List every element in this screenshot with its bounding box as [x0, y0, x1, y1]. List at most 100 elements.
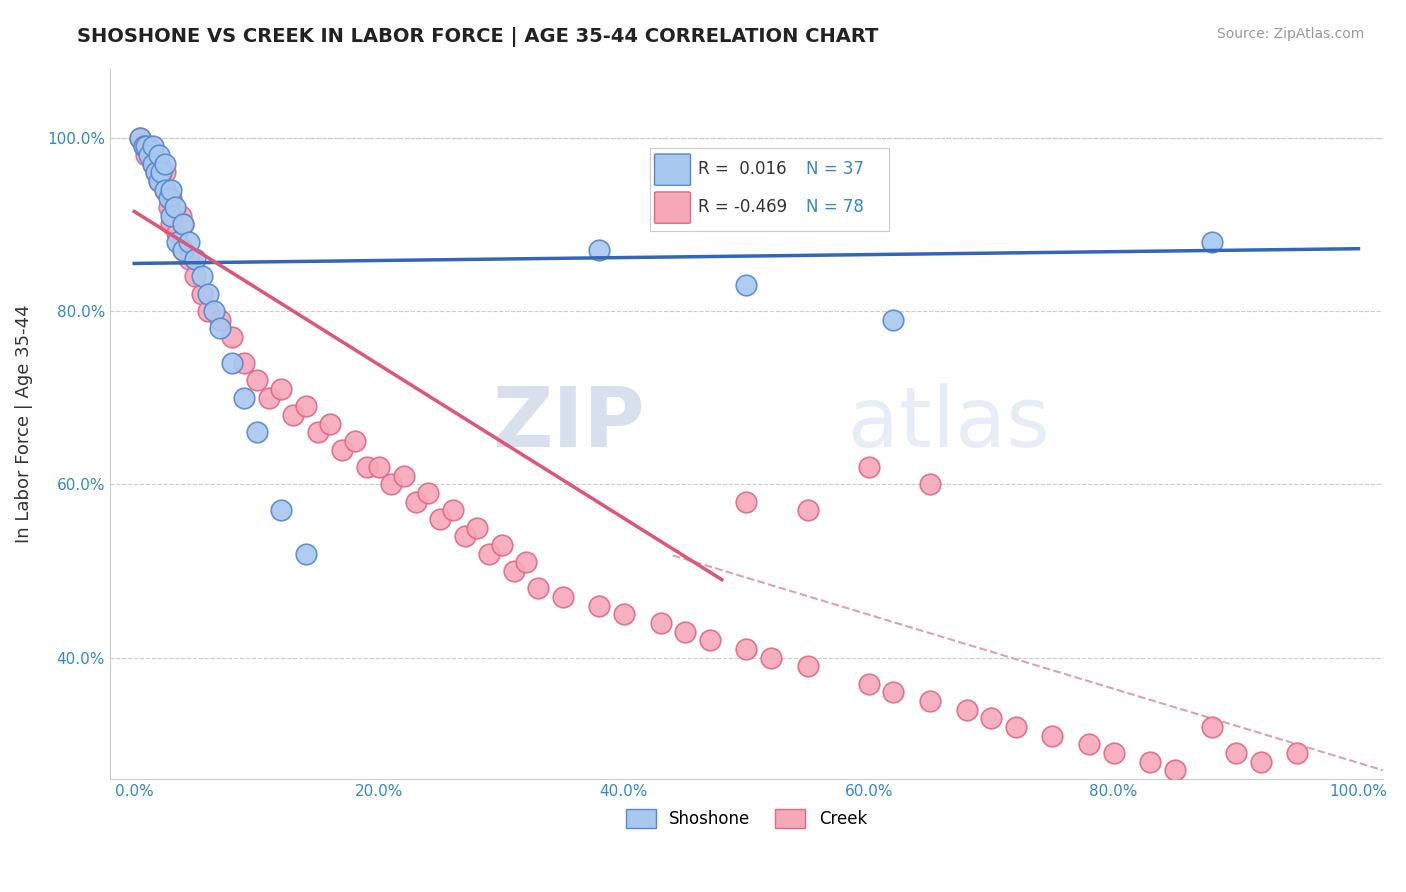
- Text: N = 78: N = 78: [806, 198, 863, 216]
- Point: [673, 624, 696, 639]
- FancyBboxPatch shape: [655, 192, 690, 223]
- Point: [405, 494, 427, 508]
- Point: [796, 659, 818, 673]
- Point: [233, 391, 256, 405]
- Point: [160, 209, 183, 223]
- Text: SHOSHONE VS CREEK IN LABOR FORCE | AGE 35-44 CORRELATION CHART: SHOSHONE VS CREEK IN LABOR FORCE | AGE 3…: [77, 27, 879, 46]
- Point: [380, 477, 402, 491]
- Point: [246, 373, 269, 387]
- Point: [150, 174, 173, 188]
- Point: [319, 417, 342, 431]
- Point: [129, 131, 152, 145]
- Text: N = 37: N = 37: [806, 161, 863, 178]
- Point: [221, 330, 243, 344]
- Point: [613, 607, 636, 622]
- Point: [160, 192, 183, 206]
- Point: [1225, 746, 1247, 760]
- Point: [294, 547, 316, 561]
- Point: [307, 425, 329, 440]
- Point: [478, 547, 501, 561]
- Point: [142, 157, 165, 171]
- Point: [148, 174, 170, 188]
- Point: [270, 382, 292, 396]
- Point: [184, 269, 207, 284]
- Point: [190, 286, 212, 301]
- Point: [172, 244, 194, 258]
- Point: [1164, 764, 1187, 778]
- Point: [172, 244, 194, 258]
- Point: [858, 676, 880, 690]
- Text: ZIP: ZIP: [492, 384, 644, 464]
- Text: Source: ZipAtlas.com: Source: ZipAtlas.com: [1216, 27, 1364, 41]
- Point: [132, 139, 155, 153]
- Point: [882, 312, 904, 326]
- Point: [956, 703, 979, 717]
- Point: [135, 148, 157, 162]
- Point: [172, 218, 194, 232]
- Point: [735, 278, 758, 293]
- Point: [197, 304, 219, 318]
- Point: [735, 642, 758, 657]
- Point: [138, 139, 160, 153]
- Point: [142, 148, 165, 162]
- Point: [145, 165, 167, 179]
- Point: [1078, 737, 1101, 751]
- Point: [588, 244, 610, 258]
- Point: [153, 183, 176, 197]
- Point: [1102, 746, 1125, 760]
- Point: [416, 486, 439, 500]
- Point: [166, 235, 188, 249]
- Point: [160, 218, 183, 232]
- Point: [283, 408, 305, 422]
- Point: [527, 582, 550, 596]
- Text: R =  0.016: R = 0.016: [697, 161, 786, 178]
- Point: [491, 538, 513, 552]
- Point: [153, 183, 176, 197]
- Point: [138, 148, 160, 162]
- Text: atlas: atlas: [848, 384, 1050, 464]
- Point: [796, 503, 818, 517]
- Point: [202, 304, 225, 318]
- Point: [142, 139, 165, 153]
- Point: [179, 252, 201, 266]
- Y-axis label: In Labor Force | Age 35-44: In Labor Force | Age 35-44: [15, 304, 32, 543]
- Point: [454, 529, 477, 543]
- Point: [429, 512, 451, 526]
- Point: [759, 650, 782, 665]
- Point: [699, 633, 721, 648]
- Point: [257, 391, 280, 405]
- Point: [153, 157, 176, 171]
- Text: R = -0.469: R = -0.469: [697, 198, 787, 216]
- Point: [135, 139, 157, 153]
- Point: [208, 312, 231, 326]
- Point: [368, 460, 391, 475]
- Point: [294, 400, 316, 414]
- Point: [179, 235, 201, 249]
- Point: [148, 174, 170, 188]
- Point: [1201, 720, 1223, 734]
- Point: [246, 425, 269, 440]
- Point: [184, 252, 207, 266]
- Point: [153, 165, 176, 179]
- Point: [1250, 755, 1272, 769]
- Point: [208, 321, 231, 335]
- Point: [551, 590, 574, 604]
- Point: [1286, 746, 1309, 760]
- Point: [166, 226, 188, 240]
- Point: [330, 442, 353, 457]
- Point: [150, 165, 173, 179]
- Point: [233, 356, 256, 370]
- Point: [157, 200, 180, 214]
- Point: [465, 521, 488, 535]
- Point: [129, 131, 152, 145]
- Point: [270, 503, 292, 517]
- Point: [172, 218, 194, 232]
- Point: [197, 286, 219, 301]
- Point: [145, 165, 167, 179]
- Point: [148, 148, 170, 162]
- Point: [163, 200, 186, 214]
- Point: [221, 356, 243, 370]
- Legend: Shoshone, Creek: Shoshone, Creek: [619, 802, 873, 835]
- Point: [502, 564, 524, 578]
- Point: [1004, 720, 1026, 734]
